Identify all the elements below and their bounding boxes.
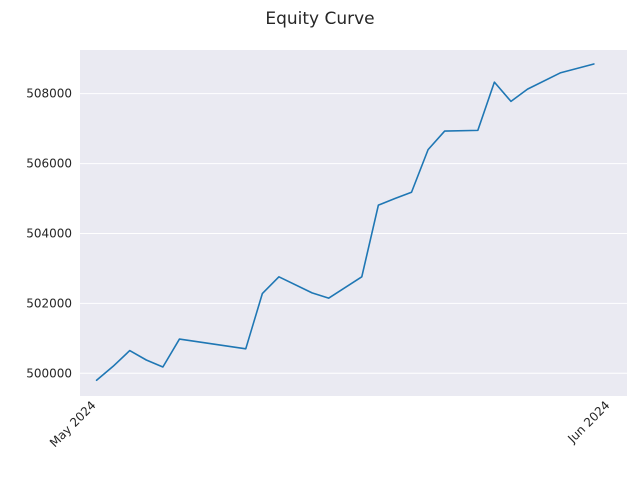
y-axis-tick-labels: 500000 502000 504000 506000 508000 [26,87,72,381]
plot-area [80,50,627,396]
x-axis-tick-labels: May 2024 Jun 2024 [47,398,613,450]
y-tick-label: 500000 [26,366,72,380]
y-tick-label: 508000 [26,87,72,101]
chart-title: Equity Curve [265,9,374,29]
x-tick-label: May 2024 [47,398,99,450]
equity-series-line [95,63,595,382]
y-tick-label: 506000 [26,157,72,171]
gridlines [80,93,627,374]
y-tick-label: 502000 [26,296,72,310]
y-tick-label: 504000 [26,226,72,240]
x-tick-label: Jun 2024 [564,398,612,446]
